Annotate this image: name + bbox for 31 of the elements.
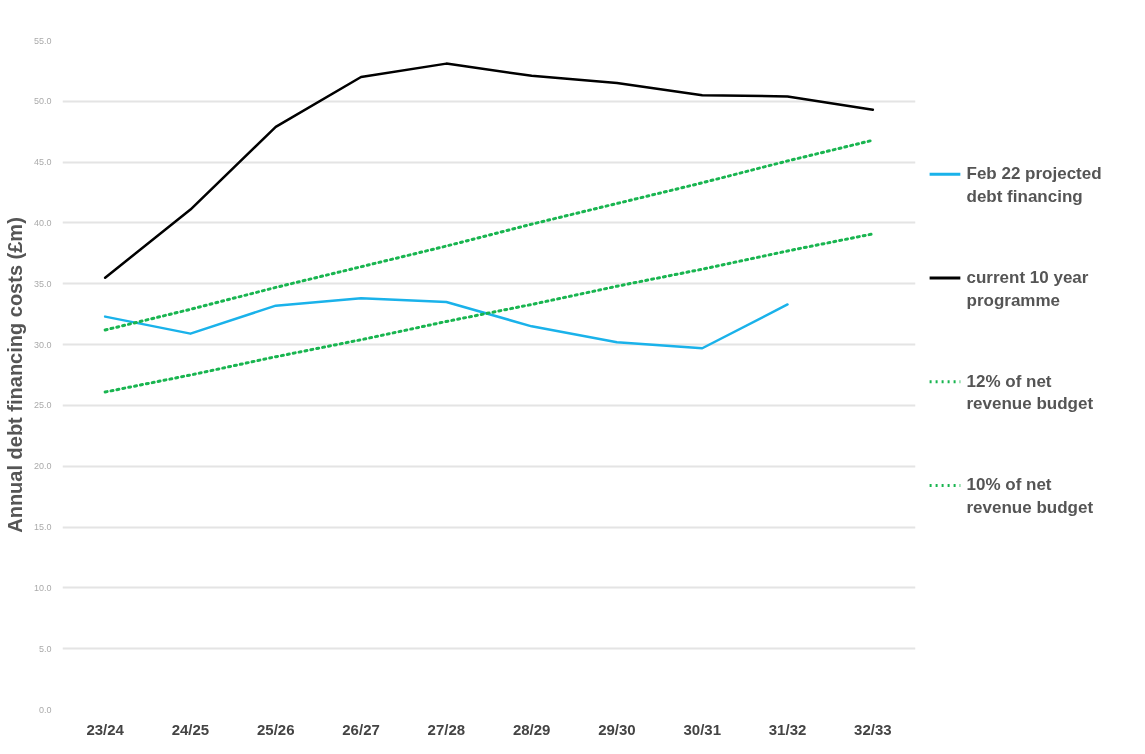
y-tick-label: 0.0: [38, 704, 52, 715]
y-tick-label: 45.0: [33, 157, 52, 168]
line-series: [103, 62, 875, 279]
x-tick-label: 27/28: [427, 720, 466, 738]
legend-label: current 10 year programme: [966, 267, 1089, 310]
line-series: [103, 138, 875, 332]
legend-label: 10% of net revenue budget: [966, 475, 1094, 518]
x-tick-label: 23/24: [86, 720, 125, 738]
line-series: [103, 297, 789, 350]
legend-label: Feb 22 projected debt financing: [966, 164, 1102, 207]
y-tick-label: 20.0: [33, 461, 52, 472]
y-tick-label: 30.0: [33, 339, 52, 350]
y-tick-label: 15.0: [33, 522, 52, 533]
x-tick-label: 29/30: [598, 720, 636, 738]
x-tick-label: 28/29: [512, 720, 551, 738]
y-tick-label: 25.0: [33, 400, 52, 411]
y-tick-label: 10.0: [33, 582, 52, 593]
y-tick-label: 5.0: [38, 643, 52, 654]
y-axis-title: Annual debt financing costs (£m): [3, 217, 26, 533]
x-tick-label: 31/32: [768, 720, 807, 738]
x-tick-label: 30/31: [683, 720, 722, 738]
x-tick-label: 25/26: [256, 720, 295, 738]
y-tick-label: 50.0: [33, 96, 52, 107]
x-tick-label: 24/25: [171, 720, 210, 738]
legend-label: 12% of net revenue budget: [966, 371, 1094, 414]
y-tick-label: 40.0: [33, 217, 52, 228]
x-tick-label: 26/27: [342, 720, 380, 738]
line-series: [103, 232, 875, 394]
x-tick-label: 32/33: [854, 720, 892, 738]
y-tick-label: 55.0: [33, 35, 52, 46]
y-tick-label: 35.0: [33, 278, 52, 289]
